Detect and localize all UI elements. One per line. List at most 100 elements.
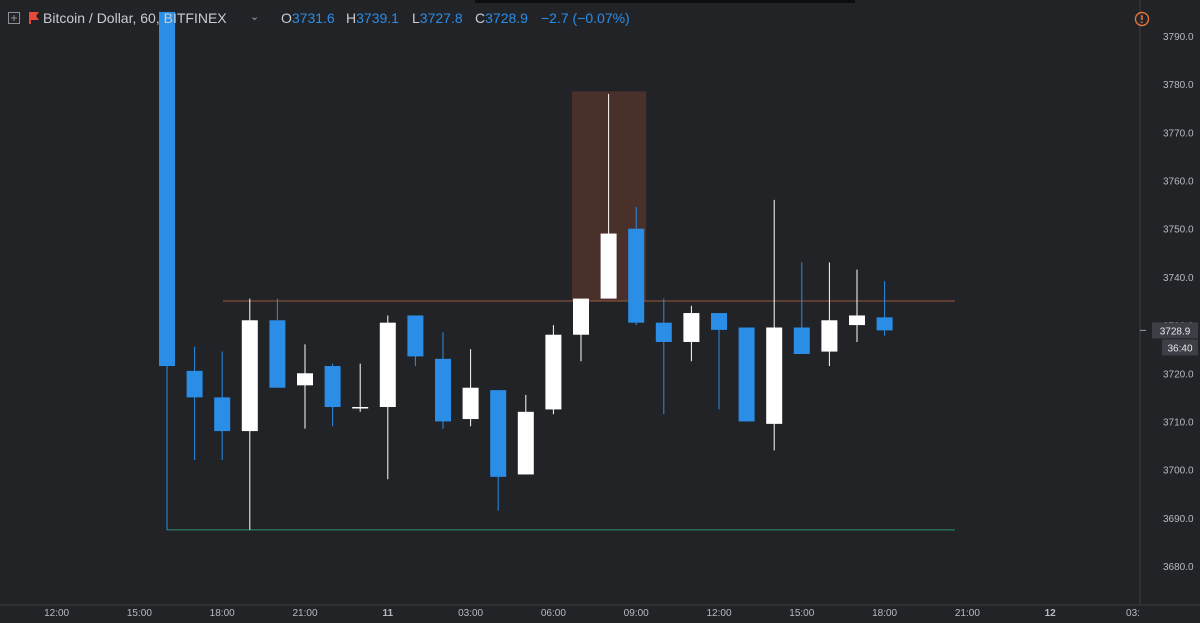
- candle[interactable]: [241, 298, 258, 530]
- time-tick-label: 12:00: [44, 608, 69, 619]
- candle[interactable]: [683, 305, 700, 362]
- candle-body: [793, 327, 810, 354]
- candle-body: [407, 315, 424, 357]
- time-tick-label: 12:00: [706, 608, 731, 619]
- candle[interactable]: [600, 93, 617, 299]
- candle-body: [490, 390, 507, 477]
- alert-icon[interactable]: [1134, 11, 1150, 27]
- price-tick-label: 3720.0: [1163, 369, 1194, 380]
- candle-body: [655, 322, 672, 342]
- close-label: C: [475, 10, 486, 26]
- candle-body: [517, 411, 534, 475]
- time-tick-label: 09:00: [624, 608, 649, 619]
- candle-body: [628, 228, 645, 323]
- candle[interactable]: [545, 325, 562, 415]
- time-tick-label: 06:00: [541, 608, 566, 619]
- candle[interactable]: [711, 313, 727, 410]
- candle-body: [297, 373, 313, 386]
- price-tick-label: 3750.0: [1163, 225, 1194, 236]
- time-tick-label: 03:: [1126, 608, 1140, 619]
- close-value: 3728.9: [485, 10, 528, 26]
- candle-body: [462, 387, 479, 420]
- candle[interactable]: [324, 363, 341, 427]
- candle-body: [214, 397, 231, 432]
- price-tick-label: 3690.0: [1163, 514, 1194, 525]
- last-price-label: 3728.9: [1160, 326, 1191, 337]
- candle-body: [573, 298, 589, 335]
- candle-body: [269, 320, 286, 388]
- candle-body: [711, 313, 727, 330]
- time-tick-label: 21:00: [955, 608, 980, 619]
- candle-body: [738, 327, 755, 422]
- price-tick-label: 3770.0: [1163, 128, 1194, 139]
- candle[interactable]: [379, 315, 396, 480]
- candle[interactable]: [793, 262, 810, 354]
- candle-body: [324, 366, 341, 407]
- candle[interactable]: [159, 11, 175, 530]
- countdown-badge: [1162, 339, 1198, 356]
- time-tick-label: 12: [1045, 608, 1057, 619]
- candle-body: [435, 358, 451, 422]
- candle-body: [766, 327, 783, 424]
- price-tick-label: 3700.0: [1163, 466, 1194, 477]
- flag-icon[interactable]: [29, 12, 39, 24]
- time-tick-label: 11: [383, 608, 394, 619]
- last-price-badge: [1152, 322, 1198, 339]
- candle[interactable]: [214, 351, 231, 460]
- candle-body: [683, 313, 700, 342]
- candle[interactable]: [849, 269, 865, 342]
- time-tick-label: 15:00: [127, 608, 152, 619]
- candle[interactable]: [297, 344, 313, 429]
- candle-body: [849, 315, 865, 326]
- open-label: O: [281, 10, 292, 26]
- ohlc-close: C3728.9: [475, 10, 528, 26]
- high-label: H: [346, 10, 357, 26]
- high-value: 3739.1: [356, 10, 399, 26]
- candle[interactable]: [876, 281, 893, 336]
- candle[interactable]: [407, 315, 424, 367]
- time-tick-label: 18:00: [210, 608, 235, 619]
- candle[interactable]: [352, 363, 369, 412]
- candle[interactable]: [490, 390, 507, 511]
- price-tick-label: 3790.0: [1163, 32, 1194, 43]
- candle[interactable]: [821, 262, 838, 367]
- candle[interactable]: [269, 298, 286, 388]
- countdown-label: 36:40: [1167, 343, 1192, 354]
- open-value: 3731.6: [291, 10, 335, 26]
- candle[interactable]: [517, 394, 534, 475]
- ohlc-low: L3727.8: [412, 10, 463, 26]
- price-change: −2.7 (−0.07%): [541, 10, 630, 26]
- ohlc-high: H3739.1: [346, 10, 399, 26]
- candle[interactable]: [655, 298, 672, 415]
- ohlc-open: O3731.6: [281, 10, 335, 26]
- time-tick-label: 21:00: [292, 608, 317, 619]
- time-tick-label: 18:00: [872, 608, 897, 619]
- chevron-down-icon[interactable]: ⌄: [250, 11, 260, 23]
- candle-body: [352, 407, 369, 409]
- candle[interactable]: [573, 298, 589, 362]
- candle-body: [379, 322, 396, 407]
- top-bar-strip: [475, 0, 855, 3]
- candle-body: [545, 334, 562, 410]
- candle-body: [600, 233, 617, 299]
- candle[interactable]: [738, 327, 755, 422]
- price-tick-label: 3760.0: [1163, 177, 1194, 188]
- low-label: L: [412, 10, 420, 26]
- candle[interactable]: [435, 332, 451, 429]
- candle-body: [186, 370, 203, 398]
- price-tick-label: 3740.0: [1163, 273, 1194, 284]
- candle[interactable]: [628, 207, 645, 326]
- symbol-title[interactable]: Bitcoin / Dollar, 60, BITFINEX: [43, 10, 227, 26]
- candle[interactable]: [462, 349, 479, 427]
- candle-body: [241, 320, 258, 432]
- expand-icon[interactable]: [8, 12, 20, 24]
- candle-body: [159, 11, 175, 367]
- time-tick-label: 03:00: [458, 608, 483, 619]
- time-tick-label: 15:00: [789, 608, 814, 619]
- price-tick-label: 3780.0: [1163, 80, 1194, 91]
- candle-body: [876, 317, 893, 331]
- chart-header: Bitcoin / Dollar, 60, BITFINEX ⌄ O3731.6…: [0, 0, 1150, 36]
- candle[interactable]: [766, 199, 783, 451]
- candle[interactable]: [186, 346, 203, 460]
